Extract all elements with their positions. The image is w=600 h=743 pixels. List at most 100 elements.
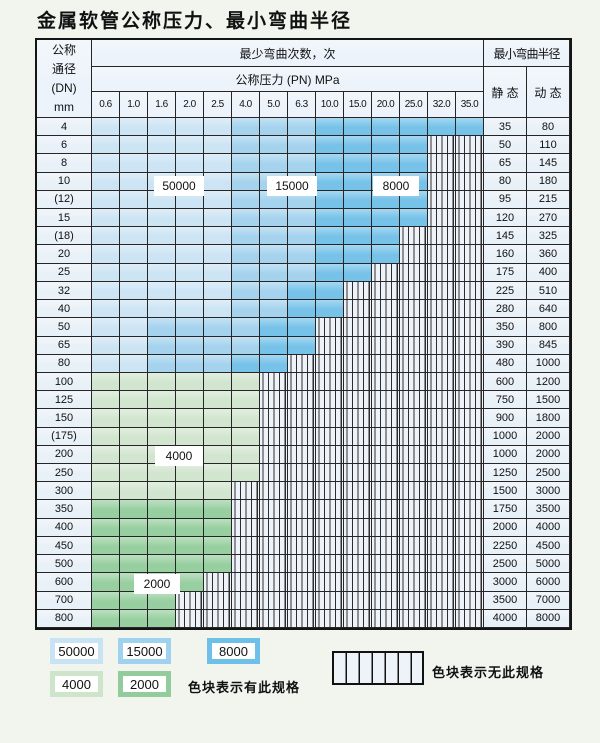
cell-15000 (232, 336, 260, 355)
cell-2000 (92, 518, 120, 537)
cell-no-spec (344, 591, 372, 610)
cell-15000 (176, 336, 204, 355)
cell-no-spec (372, 372, 400, 392)
cell-no-spec (428, 281, 456, 301)
cell-2000 (204, 500, 232, 519)
cell-no-spec (456, 154, 484, 173)
cell-no-spec (232, 609, 260, 628)
static-radius-value: 900 (484, 409, 527, 428)
cell-4000 (176, 464, 204, 483)
cell-no-spec (288, 482, 316, 501)
static-radius-value: 80 (484, 172, 527, 191)
cell-15000 (260, 263, 288, 282)
cell-no-spec (316, 609, 344, 628)
dn-value: (18) (37, 227, 92, 246)
cell-no-spec (428, 172, 456, 191)
cell-no-spec (428, 354, 456, 373)
cell-4000 (148, 482, 176, 501)
cell-no-spec (344, 445, 372, 465)
header-dn-line: 通径 (51, 61, 76, 76)
cell-no-spec (288, 464, 316, 483)
cell-50000 (176, 154, 204, 173)
cell-15000 (288, 227, 316, 246)
cell-no-spec (456, 536, 484, 556)
cell-no-spec (428, 318, 456, 337)
cell-no-spec (344, 500, 372, 519)
dynamic-radius-value: 640 (527, 300, 570, 319)
cell-8000 (316, 227, 344, 246)
dn-value: 6 (37, 136, 92, 155)
cell-50000 (204, 263, 232, 282)
cell-no-spec (288, 609, 316, 628)
cell-no-spec (456, 372, 484, 392)
cell-50000 (120, 318, 148, 337)
cell-4000 (176, 427, 204, 446)
cell-15000 (260, 118, 288, 137)
cell-2000 (148, 609, 176, 628)
cell-no-spec (428, 372, 456, 392)
dn-value: 700 (37, 591, 92, 610)
static-radius-value: 2000 (484, 518, 527, 537)
dn-value: 300 (37, 482, 92, 501)
pressure-col-header: 1.6 (148, 92, 176, 118)
static-radius-value: 65 (484, 154, 527, 173)
cell-no-spec (344, 372, 372, 392)
cell-no-spec (204, 609, 232, 628)
cell-8000 (428, 118, 456, 137)
cell-no-spec (316, 427, 344, 446)
cell-4000 (148, 464, 176, 483)
cell-8000 (400, 154, 428, 173)
cell-4000 (204, 482, 232, 501)
cell-2000 (120, 536, 148, 556)
dynamic-radius-value: 845 (527, 336, 570, 355)
legend-absent-label: 色块表示无此规格 (432, 665, 545, 680)
cell-50000 (92, 209, 120, 228)
dn-value: 450 (37, 536, 92, 556)
cell-no-spec (176, 591, 204, 610)
cell-no-spec (372, 427, 400, 446)
cell-2000 (176, 573, 204, 592)
dn-value: 250 (37, 464, 92, 483)
region-cycle-label: 8000 (373, 176, 419, 196)
table-grid: 公称 通径 (DN) mm 最少弯曲次数，次 最小弯曲半径 公称压力 (PN) … (37, 40, 570, 628)
cell-no-spec (344, 336, 372, 355)
cell-no-spec (232, 573, 260, 592)
cell-no-spec (260, 518, 288, 537)
cell-no-spec (428, 445, 456, 465)
cell-no-spec (400, 372, 428, 392)
cell-4000 (120, 409, 148, 428)
cell-no-spec (288, 555, 316, 574)
cell-50000 (120, 136, 148, 155)
static-radius-value: 35 (484, 118, 527, 137)
cell-50000 (204, 245, 232, 264)
cell-8000 (344, 190, 372, 210)
cell-15000 (176, 318, 204, 337)
cell-no-spec (372, 573, 400, 592)
cell-no-spec (372, 354, 400, 373)
cell-no-spec (204, 573, 232, 592)
cell-no-spec (400, 300, 428, 319)
cell-no-spec (400, 482, 428, 501)
cell-no-spec (456, 591, 484, 610)
cell-no-spec (400, 336, 428, 355)
cell-50000 (176, 136, 204, 155)
cell-4000 (176, 409, 204, 428)
cell-4000 (204, 464, 232, 483)
cell-no-spec (260, 609, 288, 628)
region-cycle-label: 50000 (154, 176, 204, 196)
cell-no-spec (316, 354, 344, 373)
cell-no-spec (316, 372, 344, 392)
cell-4000 (232, 445, 260, 465)
cell-4000 (120, 427, 148, 446)
cell-4000 (120, 391, 148, 410)
cell-50000 (92, 154, 120, 173)
cell-4000 (176, 372, 204, 392)
static-radius-value: 225 (484, 281, 527, 301)
cell-2000 (92, 591, 120, 610)
cell-15000 (288, 245, 316, 264)
dn-value: 50 (37, 318, 92, 337)
cell-8000 (344, 172, 372, 191)
cell-2000 (204, 555, 232, 574)
cell-50000 (92, 172, 120, 191)
cell-no-spec (428, 518, 456, 537)
